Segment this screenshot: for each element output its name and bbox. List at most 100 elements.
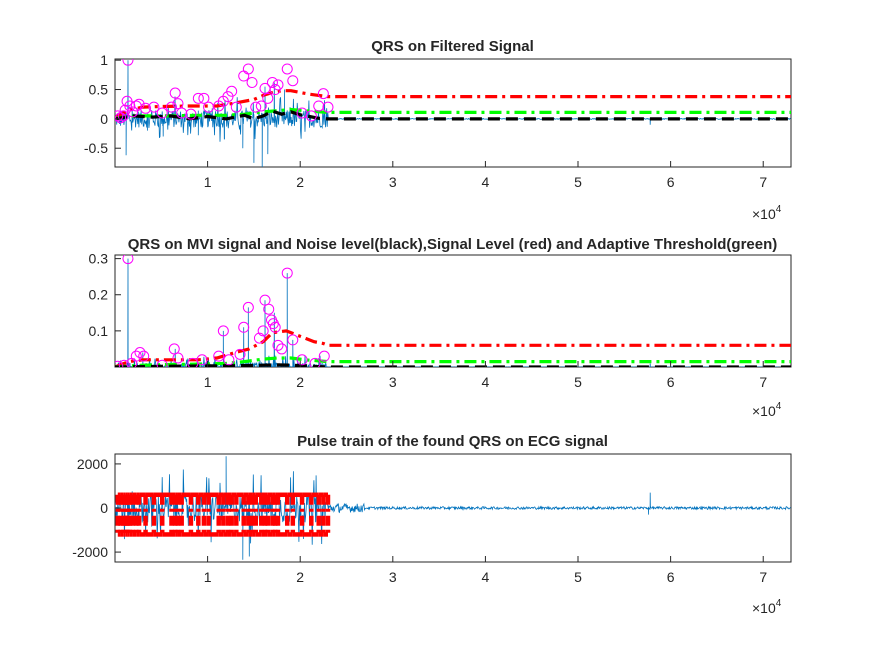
axes-2-ticks: 1 2 3 4 5 6 7 0.1 0.2 0.3 [89, 251, 768, 390]
x-tick-label: 3 [389, 174, 397, 190]
qrs-marker [242, 63, 254, 75]
qrs-marker [250, 101, 262, 113]
qrs-marker [255, 100, 267, 112]
x-tick-label: 7 [759, 569, 767, 585]
qrs-marker [122, 255, 134, 265]
axes-1-title: QRS on Filtered Signal [371, 38, 534, 55]
axes-3-x-multiplier: ×104 [752, 598, 782, 616]
y-tick-label: 2000 [77, 456, 108, 472]
qrs-marker [262, 92, 274, 104]
qrs-marker [172, 352, 184, 364]
qrs-marker [115, 360, 124, 367]
qrs-marker [217, 325, 229, 337]
qrs-marker [138, 350, 150, 362]
qrs-marker [165, 101, 177, 113]
qrs-marker [115, 110, 124, 122]
axes-2-title: QRS on MVI signal and Noise level(black)… [128, 236, 778, 253]
qrs-marker [130, 350, 142, 362]
qrs-marker [140, 102, 152, 114]
qrs-marker [118, 359, 130, 367]
x-tick-label: 6 [667, 174, 675, 190]
x-tick-label: 5 [574, 569, 582, 585]
y-tick-label: -2000 [72, 544, 108, 560]
qrs-marker [213, 350, 225, 362]
qrs-marker [305, 110, 317, 122]
qrs-marker [134, 347, 146, 359]
qrs-marker [263, 303, 275, 315]
x-tick-label: 1 [204, 174, 212, 190]
qrs-marker [117, 110, 129, 122]
qrs-marker [281, 267, 293, 279]
x-tick-label: 6 [667, 374, 675, 390]
qrs-marker [156, 359, 168, 367]
x-tick-label: 2 [296, 174, 304, 190]
qrs-marker [309, 357, 321, 367]
x-tick-label: 7 [759, 374, 767, 390]
axes-3-title: Pulse train of the found QRS on ECG sign… [297, 433, 608, 450]
axes-1-ticks: 1 2 3 4 5 6 7 -0.5 0 0.5 1 [84, 52, 767, 190]
x-tick-label: 2 [296, 374, 304, 390]
y-tick-label: 0.2 [89, 287, 109, 303]
qrs-marker [133, 98, 145, 110]
qrs-marker [276, 343, 288, 355]
axes-1-x-multiplier: ×104 [752, 204, 782, 222]
qrs-marker [223, 354, 235, 366]
qrs-marker [272, 339, 284, 351]
series-line [115, 363, 791, 367]
x-tick-label: 3 [389, 569, 397, 585]
axes-1-plot-area [115, 59, 791, 167]
series-line [115, 356, 791, 367]
qrs-marker [230, 101, 242, 113]
signal-trace [115, 456, 791, 560]
x-tick-label: 4 [482, 569, 490, 585]
qrs-marker [322, 101, 334, 113]
qrs-markers [115, 255, 330, 367]
x-tick-label: 6 [667, 569, 675, 585]
qrs-marker [266, 76, 278, 88]
axes-1: QRS on Filtered Signal 1 2 3 4 5 6 7 -0.5 0 0.51 … [84, 38, 792, 222]
axes-3-plot-area [115, 456, 791, 560]
qrs-marker [156, 107, 168, 119]
pulse-train [115, 492, 331, 537]
qrs-marker [187, 357, 199, 367]
x-tick-label: 4 [482, 174, 490, 190]
qrs-markers [115, 59, 334, 124]
qrs-marker [317, 88, 329, 100]
y-tick-label: 0 [100, 500, 108, 516]
qrs-marker [198, 92, 210, 104]
axes-3: Pulse train of the found QRS on ECG sign… [72, 433, 792, 616]
x-tick-label: 5 [574, 374, 582, 390]
x-tick-label: 5 [574, 174, 582, 190]
y-tick-label: 0.5 [89, 82, 109, 98]
qrs-marker [272, 79, 284, 91]
series-line [115, 109, 791, 121]
axes-2-plot-area [115, 255, 791, 367]
qrs-marker [246, 76, 258, 88]
qrs-marker [226, 85, 238, 97]
qrs-marker [287, 334, 299, 346]
axes-2-x-multiplier: ×104 [752, 401, 782, 419]
qrs-marker [196, 354, 208, 366]
qrs-marker [234, 348, 246, 360]
y-tick-label: 0.1 [89, 323, 109, 339]
qrs-marker [122, 59, 134, 66]
qrs-marker [269, 321, 281, 333]
qrs-marker [172, 98, 184, 110]
qrs-marker [296, 354, 308, 366]
axes-3-ticks: 1 2 3 4 5 6 7 -2000 0 2000 [72, 456, 767, 585]
qrs-marker [242, 301, 254, 313]
qrs-marker [318, 350, 330, 362]
qrs-marker [257, 325, 269, 337]
y-tick-label: 0 [100, 111, 108, 127]
x-tick-label: 2 [296, 569, 304, 585]
x-tick-label: 3 [389, 374, 397, 390]
qrs-marker [313, 100, 325, 112]
x-tick-label: 4 [482, 374, 490, 390]
qrs-marker [253, 332, 265, 344]
x-tick-label: 7 [759, 174, 767, 190]
series-line [115, 107, 791, 120]
qrs-marker [127, 106, 139, 118]
qrs-marker [281, 63, 293, 75]
qrs-marker [185, 108, 197, 120]
